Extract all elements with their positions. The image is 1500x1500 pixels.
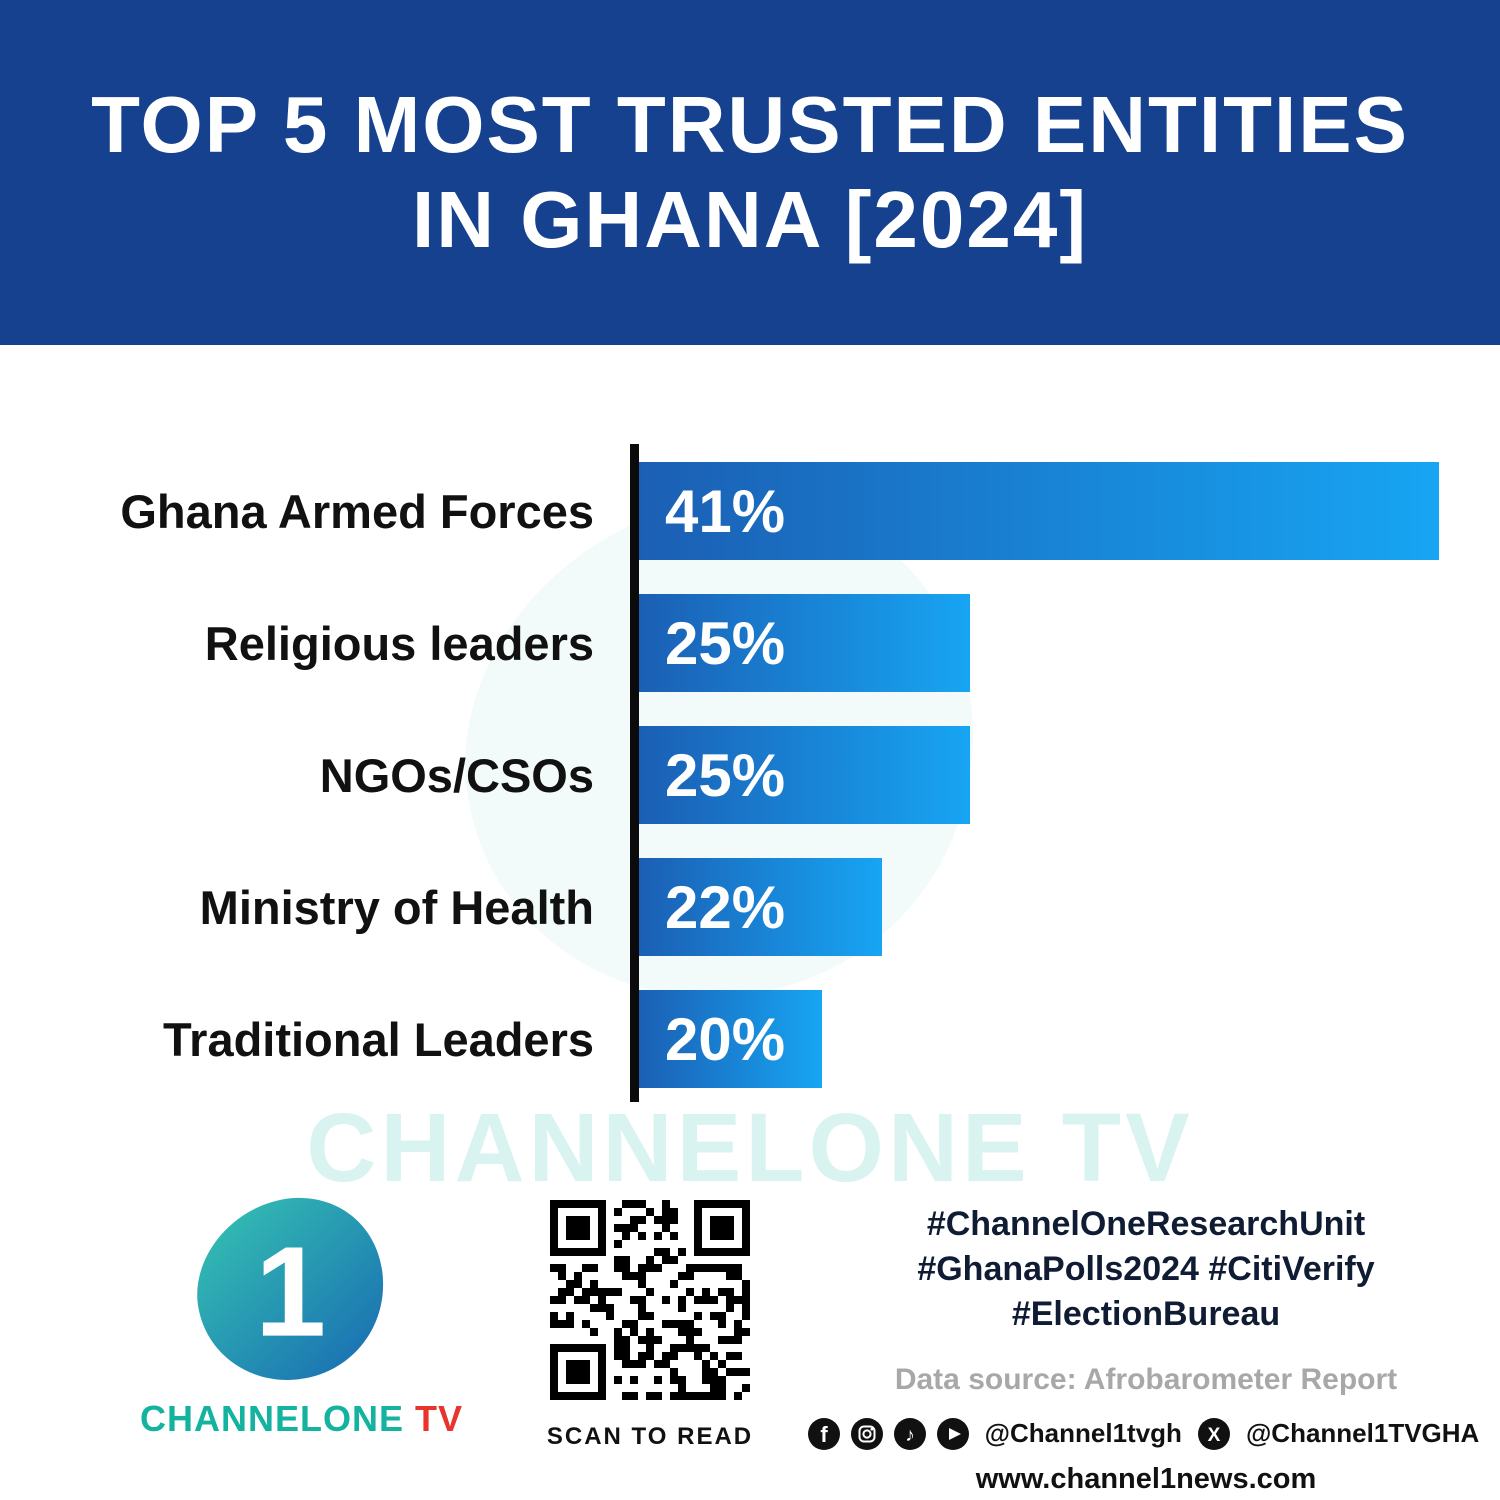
bar-value-label: 20% (665, 1005, 786, 1073)
hashtag-line-3: #ElectionBureau (1011, 1294, 1281, 1333)
chart-row: Ghana Armed Forces 41% (0, 462, 1500, 560)
bar-value-label: 22% (665, 873, 786, 941)
qr-code (550, 1200, 750, 1405)
hashtag-line-1: #ChannelOneResearchUnit (926, 1205, 1366, 1243)
chart-row: NGOs/CSOs 25% (0, 726, 1500, 824)
channel-one-logo-block: 1 CHANNELONE TV (140, 1192, 462, 1440)
logo-one-numeral: 1 (254, 1221, 325, 1364)
svg-text:X: X (1208, 1425, 1221, 1446)
youtube-icon (936, 1417, 969, 1450)
facebook-icon: f (807, 1417, 840, 1450)
bar: 22% (639, 858, 882, 956)
bar-value-label: 25% (665, 609, 786, 677)
social-row: f ♪ @Channel1tvgh X @Channel1TVGHA (807, 1417, 1479, 1451)
bar-chart: Ghana Armed Forces 41% Religious leaders 25… (0, 462, 1500, 1122)
footer-info-block: #ChannelOneResearchUnit #GhanaPolls2024 … (807, 1202, 1479, 1496)
qr-block: SCAN TO READ (543, 1200, 757, 1451)
category-label: Traditional Leaders (163, 1012, 594, 1066)
bar: 25% (639, 594, 970, 692)
wordmark-tv: TV (404, 1398, 464, 1439)
chart-axis-line (630, 444, 639, 1102)
page-title-line2: IN GHANA [2024] (411, 174, 1089, 264)
chart-row: Religious leaders 25% (0, 594, 1500, 692)
bar-value-label: 25% (665, 741, 786, 809)
bar: 20% (639, 990, 822, 1088)
category-label: NGOs/CSOs (319, 748, 594, 802)
category-label: Ghana Armed Forces (120, 484, 594, 538)
header-banner: TOP 5 MOST TRUSTED ENTITIES IN GHANA [20… (0, 0, 1500, 345)
bar-chart-rows: Ghana Armed Forces 41% Religious leaders 25… (0, 462, 1500, 1088)
channel-one-logo: 1 (196, 1197, 383, 1380)
bar-value-label: 41% (665, 477, 786, 545)
svg-text:♪: ♪ (905, 1425, 915, 1446)
instagram-icon (850, 1417, 883, 1450)
category-label: Religious leaders (204, 616, 594, 670)
page-title-line1: TOP 5 MOST TRUSTED ENTITIES (91, 80, 1409, 170)
x-icon: X (1197, 1417, 1230, 1450)
category-label: Ministry of Health (199, 880, 594, 934)
hashtag-line-2: #GhanaPolls2024 #CitiVerify (917, 1249, 1375, 1288)
wordmark-channelone: CHANNELONE (140, 1398, 405, 1439)
chart-row: Ministry of Health 22% (0, 858, 1500, 956)
bar: 25% (639, 726, 970, 824)
qr-caption: SCAN TO READ (546, 1423, 754, 1450)
social-handle-1: @Channel1tvgh (984, 1418, 1182, 1449)
social-handle-2: @Channel1TVGHA (1245, 1418, 1480, 1449)
bar: 41% (639, 462, 1439, 560)
svg-text:f: f (820, 1422, 828, 1447)
chart-row: Traditional Leaders 20% (0, 990, 1500, 1088)
tiktok-icon: ♪ (893, 1417, 926, 1450)
brand-watermark-text: CHANNELONE TV (306, 1093, 1194, 1202)
website-url: www.channel1news.com (975, 1462, 1317, 1495)
brand-wordmark: CHANNELONE TV (140, 1398, 462, 1440)
data-source-label: Data source: Afrobarometer Report (894, 1362, 1398, 1396)
